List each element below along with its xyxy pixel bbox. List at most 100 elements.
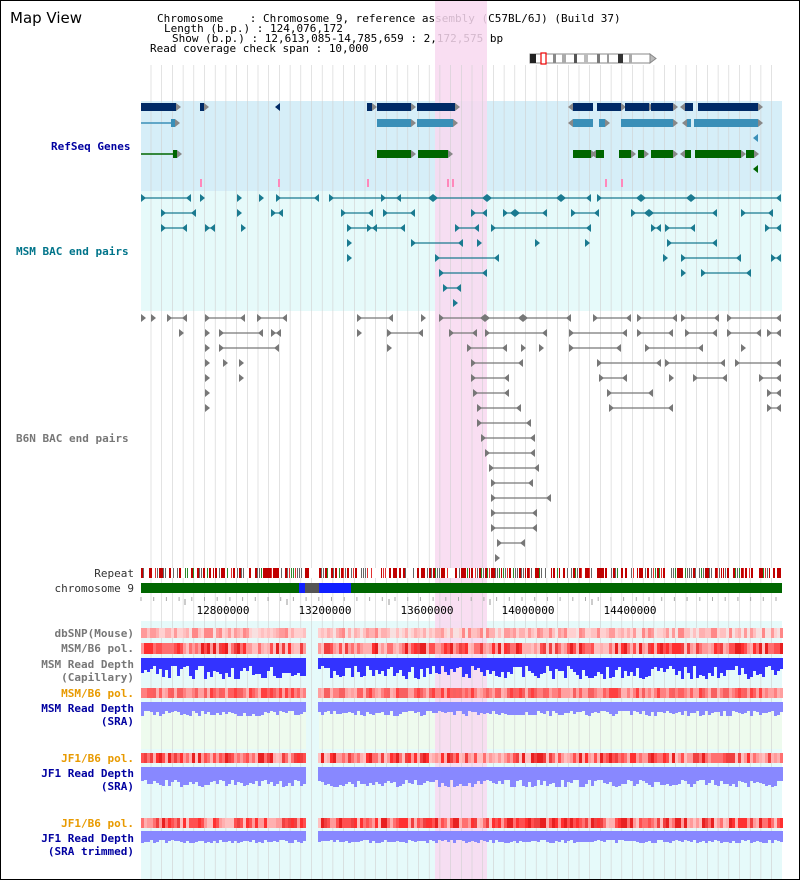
jf1-depth-bar [342, 767, 345, 786]
jf1-pol-trim-cell [207, 818, 210, 828]
axis-tick-label: 14000000 [502, 604, 555, 617]
msm-depth-capillary-bar [642, 658, 645, 679]
chromosome-ideogram[interactable] [529, 52, 657, 65]
jf1-b6-pol-trim-label[interactable]: JF1/B6 pol. [61, 817, 134, 830]
repeat-feature [687, 568, 688, 578]
repeat-feature [633, 568, 634, 578]
dbsnp-cell [417, 628, 420, 638]
msm-pol-sra-cell [639, 688, 642, 698]
jf1-pol-trim-cell [249, 818, 252, 828]
refseq-genes-label[interactable]: RefSeq Genes [51, 140, 131, 153]
jf1-depth-bar [489, 767, 492, 781]
msm-depth-capillary-bar [720, 658, 723, 673]
jf1-pol-cell [291, 753, 294, 763]
msm-pol-sra-cell [537, 688, 540, 698]
msm-depth-sra-bar [522, 702, 525, 715]
jf1-depth-trim-bar [276, 831, 279, 842]
msm-depth-sra-bar [336, 702, 339, 714]
jf1-pol-trim-cell [216, 818, 219, 828]
repeat-feature [735, 568, 736, 578]
jf1-depth-bar [474, 767, 477, 784]
msm-bac-pair-end [586, 194, 591, 202]
dbsnp-cell [753, 628, 756, 638]
repeat-feature [259, 568, 260, 578]
msm-pol-sra-cell [156, 688, 159, 698]
msm-depth-sra-label[interactable]: MSM Read Depth [41, 702, 134, 715]
msm-pol-cell [618, 643, 621, 654]
jf1-pol-cell [423, 753, 426, 763]
dbsnp-cell [642, 628, 645, 638]
jf1-depth-bar [738, 767, 741, 781]
msm-depth-sra-bar [258, 702, 261, 716]
jf1-depth-bar [570, 767, 573, 783]
msm-pol-cell [405, 643, 408, 654]
jf1-depth-bar [291, 767, 294, 786]
jf1-pol-trim-cell [375, 818, 378, 828]
repeat-feature [539, 568, 540, 578]
jf1-pol-cell [159, 753, 162, 763]
msm-depth-capillary-bar [465, 658, 468, 674]
msm-depth-capillary-label[interactable]: MSM Read Depth [41, 658, 134, 671]
msm-pol-sra-cell [336, 688, 339, 698]
dbsnp-label[interactable]: dbSNP(Mouse) [54, 627, 134, 640]
jf1-pol-cell [534, 753, 537, 763]
jf1-pol-trim-cell [528, 818, 531, 828]
jf1-depth-trim-bar [762, 831, 765, 843]
jf1-depth-trim-bar [273, 831, 276, 841]
dbsnp-cell [525, 628, 528, 638]
msm-b6-pol-sra-label[interactable]: MSM/B6 pol. [61, 687, 134, 700]
msm-depth-capillary-bar [300, 658, 303, 676]
jf1-depth-trim-label[interactable]: JF1 Read Depth [41, 832, 134, 845]
msm-depth-capillary-bar [669, 658, 672, 666]
msm-depth-sra-bar [504, 702, 507, 714]
dbsnp-cell [696, 628, 699, 638]
jf1-pol-cell [732, 753, 735, 763]
jf1-pol-trim-cell [687, 818, 690, 828]
msm-depth-sra-bar [498, 702, 501, 715]
dbsnp-cell [471, 628, 474, 638]
msm-pol-sra-cell [252, 688, 255, 698]
msm-pol-sra-cell [633, 688, 636, 698]
gene-strand-arrow [758, 119, 763, 127]
msm-bac-pair-end [278, 209, 283, 217]
jf1-depth-trim-bar [669, 831, 672, 843]
jf1-depth-label[interactable]: JF1 Read Depth [41, 767, 134, 780]
repeat-feature [203, 568, 205, 578]
repeat-feature [585, 568, 587, 578]
msm-depth-sra-bar [231, 702, 234, 713]
repeat-feature [383, 568, 384, 578]
msm-bac-end [200, 194, 205, 202]
jf1-depth-trim-bar [729, 831, 732, 843]
jf1-depth-trim-bar [192, 831, 195, 843]
msm-pol-sra-cell [729, 688, 732, 698]
msm-depth-capillary-bar [324, 658, 327, 668]
msm-pol-cell [738, 643, 741, 654]
repeat-feature [185, 568, 186, 578]
msm-depth-sra-bar [777, 702, 780, 715]
msm-depth-capillary-bar [615, 658, 618, 670]
jf1-depth-trim-bar [387, 831, 390, 842]
msm-depth-sra-bar [561, 702, 564, 715]
b6n-bac-pair-end [467, 344, 472, 352]
msm-pol-cell [270, 643, 273, 654]
msm-depth-sra-bar [342, 702, 345, 713]
repeat-feature [779, 568, 781, 578]
msm-pol-cell [282, 643, 285, 654]
msm-bac-pair-end [649, 209, 654, 217]
jf1-b6-pol-label[interactable]: JF1/B6 pol. [61, 752, 134, 765]
msm-pol-sra-cell [738, 688, 741, 698]
b6n-bac-label[interactable]: B6N BAC end pairs [16, 432, 129, 445]
b6n-bac-end [495, 554, 500, 562]
jf1-pol-cell [585, 753, 588, 763]
msm-b6-pol-label[interactable]: MSM/B6 pol. [61, 642, 134, 655]
msm-depth-sra-bar [420, 702, 423, 716]
jf1-depth-bar [174, 767, 177, 780]
jf1-depth-bar [393, 767, 396, 782]
jf1-depth-trim-bar [438, 831, 441, 840]
msm-bac-label[interactable]: MSM BAC end pairs [16, 245, 129, 258]
msm-depth-capillary-bar [462, 658, 465, 677]
dbsnp-cell [288, 628, 291, 638]
jf1-depth-bar [690, 767, 693, 787]
repeat-feature [567, 568, 568, 578]
jf1-depth-bar [609, 767, 612, 782]
